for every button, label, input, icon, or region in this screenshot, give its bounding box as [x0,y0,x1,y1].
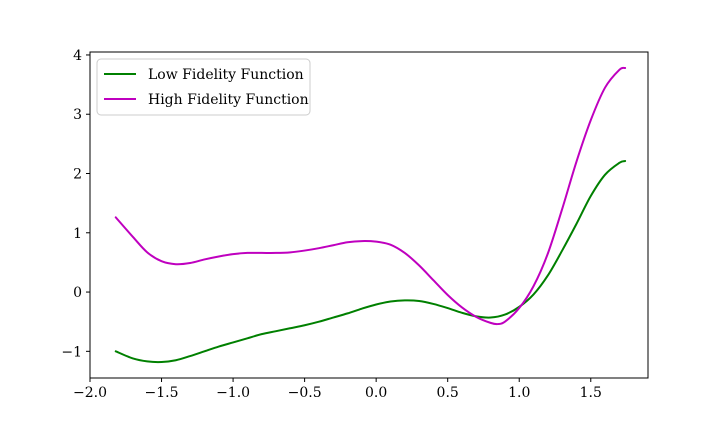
series-line-0 [114,160,627,364]
x-tick-label: −1.0 [216,385,250,401]
y-tick-label: 0 [73,285,82,301]
x-tick-label: 0.0 [365,385,387,401]
legend-label-low-fidelity: Low Fidelity Function [148,67,304,83]
y-tick-label: 4 [73,48,82,64]
x-tick-label: −0.5 [288,385,322,401]
x-tick-label: 1.0 [508,385,530,401]
legend: Low Fidelity Function High Fidelity Func… [96,58,311,116]
series-line-1 [114,66,627,326]
legend-label-high-fidelity: High Fidelity Function [148,92,309,108]
x-tick-label: −2.0 [73,385,107,401]
x-axis: −2.0 −1.5 −1.0 −0.5 0.0 0.5 1.0 1.5 [73,378,602,401]
x-tick-label: 0.5 [437,385,459,401]
axes-frame [89,51,649,379]
legend-box [96,58,311,116]
y-tick-label: 3 [73,107,82,123]
y-axis: −1 0 1 2 3 4 [61,48,90,360]
y-tick-label: −1 [61,344,82,360]
y-tick-label: 1 [73,226,82,242]
y-tick-label: 2 [73,167,82,183]
x-tick-label: −1.5 [145,385,179,401]
plot-area [114,66,627,364]
x-tick-label: 1.5 [580,385,602,401]
